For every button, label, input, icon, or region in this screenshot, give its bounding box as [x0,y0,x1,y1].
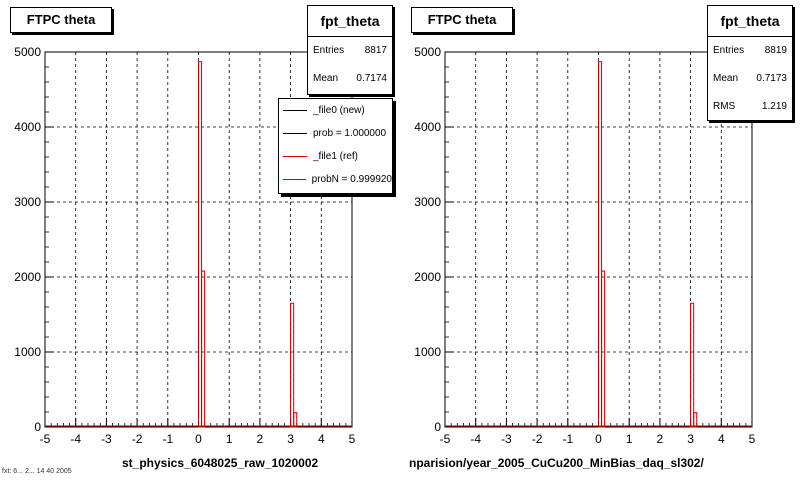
hist-title-left: FTPC theta [10,7,112,33]
x-tick-label: -1 [162,432,173,446]
stat-label: Entries [713,45,745,56]
legend-line [283,179,306,180]
y-tick-label: 2000 [14,270,41,284]
histogram-bar [598,61,603,428]
x-tick-label: -1 [562,432,573,446]
x-tick-label: 0 [595,432,602,446]
stat-value: 0.7173 [756,73,787,84]
x-tick-label: 5 [749,432,756,446]
y-tick-label: 1000 [14,345,41,359]
legend-line [283,133,307,134]
y-tick-label: 5000 [14,45,41,59]
stat-row-mean: Mean 0.7173 [708,65,792,93]
histogram-bar [201,270,206,428]
x-axis-caption-right: nparision/year_2005_CuCu200_MinBias_daq_… [409,456,704,470]
x-tick-label: 3 [687,432,694,446]
x-tick-label: -4 [470,432,481,446]
stat-value: 8817 [364,45,387,56]
x-axis-caption-left: st_physics_6048025_raw_1020002 [122,456,319,470]
y-tick-label: 2000 [414,270,441,284]
x-tick-label: 2 [657,432,664,446]
legend: _file0 (new) prob = 1.000000 _file1 (ref… [278,98,393,194]
stat-value: 0.7174 [356,73,387,84]
x-tick-label: 4 [718,432,725,446]
legend-entry: _file1 (ref) [279,145,392,168]
x-tick-label: 5 [349,432,356,446]
x-tick-label: -2 [132,432,143,446]
x-tick-label: -5 [40,432,51,446]
stat-label: Entries [313,45,345,56]
y-tick-label: 5000 [414,45,441,59]
legend-entry: prob = 1.000000 [279,122,392,145]
histogram-bar [293,412,298,428]
y-tick-label: 0 [34,420,41,434]
stat-value: 1.219 [761,101,787,112]
footer-text: fxt: 6... 2... 14 40 2005 [2,468,72,475]
histogram-bar [693,412,698,428]
x-tick-label: -3 [501,432,512,446]
x-tick-label: -5 [440,432,451,446]
y-tick-label: 3000 [14,195,41,209]
stat-row-mean: Mean 0.7174 [308,65,392,93]
x-tick-label: 1 [226,432,233,446]
x-tick-label: 1 [626,432,633,446]
legend-entry: _file0 (new) [279,99,392,122]
statbox-right: fpt_theta Entries 8819 Mean 0.7173 RMS 1… [707,5,793,121]
stat-label: Mean [713,73,739,84]
stat-row-entries: Entries 8819 [708,37,792,65]
histogram-bar [290,302,295,428]
stat-value: 8819 [764,45,787,56]
histogram-bar [601,270,606,428]
x-tick-label: -2 [532,432,543,446]
hist-title-right: FTPC theta [411,7,513,33]
legend-label: prob = 1.000000 [313,128,387,139]
legend-label: _file0 (new) [313,105,365,116]
stat-label: RMS [713,101,736,112]
histogram-bar [198,61,203,428]
x-tick-label: 4 [318,432,325,446]
y-tick-label: 1000 [414,345,441,359]
legend-line [283,156,307,157]
legend-line [283,110,307,111]
stat-label: Mean [313,73,339,84]
statbox-left: fpt_theta Entries 8817 Mean 0.7174 [307,5,393,95]
x-tick-label: -4 [70,432,81,446]
y-tick-label: 4000 [414,120,441,134]
legend-label: _file1 (ref) [313,151,359,162]
y-tick-label: 3000 [414,195,441,209]
y-tick-label: 0 [434,420,441,434]
x-tick-label: -3 [101,432,112,446]
x-tick-label: 3 [287,432,294,446]
statbox-name: fpt_theta [308,6,392,37]
y-tick-label: 4000 [14,120,41,134]
legend-label: probN = 0.999920 [311,174,392,185]
x-tick-label: 2 [257,432,264,446]
statbox-name: fpt_theta [708,6,792,37]
stat-row-rms: RMS 1.219 [708,93,792,121]
stat-row-entries: Entries 8817 [308,37,392,65]
legend-entry: probN = 0.999920 [279,168,392,191]
x-tick-label: 0 [195,432,202,446]
histogram-bar [690,302,695,428]
